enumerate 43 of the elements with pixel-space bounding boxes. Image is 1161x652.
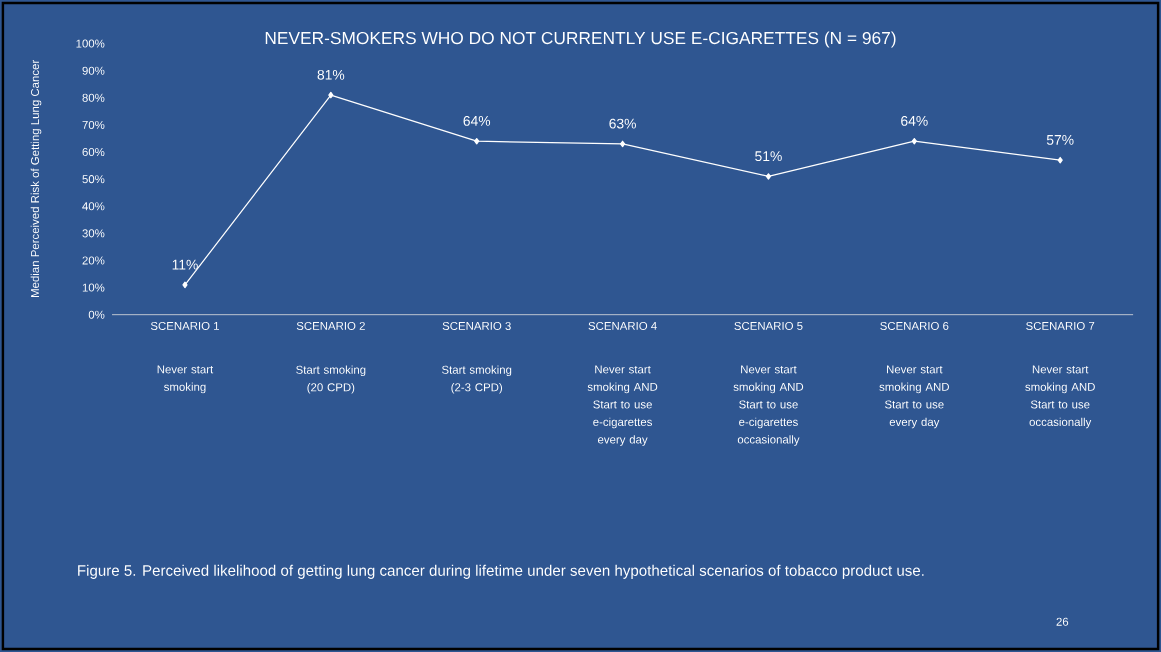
text: 57% [1046, 135, 1074, 145]
text: Start smoking (2-3 CPD) [441, 365, 512, 394]
text: 64% [901, 116, 928, 126]
text: 63% [609, 118, 636, 129]
text: 81% [317, 69, 345, 80]
point [474, 137, 480, 145]
y-tick-label: 50% [82, 175, 105, 184]
x-tick-label: SCENARIO 6 [880, 321, 949, 330]
y-tick-label: 90% [82, 66, 105, 75]
chart-title: NEVER-SMOKERS WHO DO NOT CURRENTLY USE E-CIGARETTES (N = 967) [265, 31, 896, 48]
point [182, 281, 188, 289]
x-tick-label: SCENARIO 5 [734, 321, 803, 330]
x-tick-label: SCENARIO 4 [588, 321, 657, 330]
x-tick-label: SCENARIO 3 [442, 321, 511, 330]
y-tick-label: 100% [76, 39, 105, 48]
point [328, 91, 334, 99]
text: Never start smoking AND Start to use e-cigarettes occasionally [733, 365, 804, 446]
y-tick-label: 0% [88, 310, 105, 319]
y-tick-label: 80% [82, 93, 105, 102]
y-tick-label: 40% [82, 202, 105, 211]
point [619, 140, 626, 148]
x-tick-label: SCENARIO 7 [1026, 321, 1095, 330]
text: 26 [1056, 617, 1069, 626]
x-tick-label: SCENARIO 1 [150, 321, 219, 330]
y-tick-label: 10% [82, 283, 105, 292]
y-tick-label: 20% [82, 256, 105, 265]
text: Never start smoking AND Start to use e-cigarettes every day [587, 365, 658, 446]
y-axis-title: Median Perceived Risk of Getting Lung Cancer [30, 60, 42, 298]
text: Never start smoking [157, 365, 214, 394]
x-tick-label: SCENARIO 2 [296, 321, 365, 330]
text: Never start smoking AND Start to use every day [879, 365, 949, 429]
y-tick-label: 30% [82, 229, 105, 238]
text: 64% [463, 116, 491, 126]
text: Start smoking (20 CPD) [296, 365, 366, 394]
y-tick-label: 70% [82, 120, 105, 129]
text: 11% [172, 259, 198, 270]
point [1057, 156, 1063, 164]
point [911, 137, 917, 145]
point [765, 173, 772, 180]
y-tick-label: 60% [82, 148, 105, 157]
text: Never start smoking AND Start to use occasionally [1025, 365, 1095, 429]
caption: Figure 5. Perceived likelihood of getting lung cancer during lifetime under seven hypothetical scenarios of tobacco product use. [78, 564, 924, 579]
text: 51% [755, 151, 782, 162]
